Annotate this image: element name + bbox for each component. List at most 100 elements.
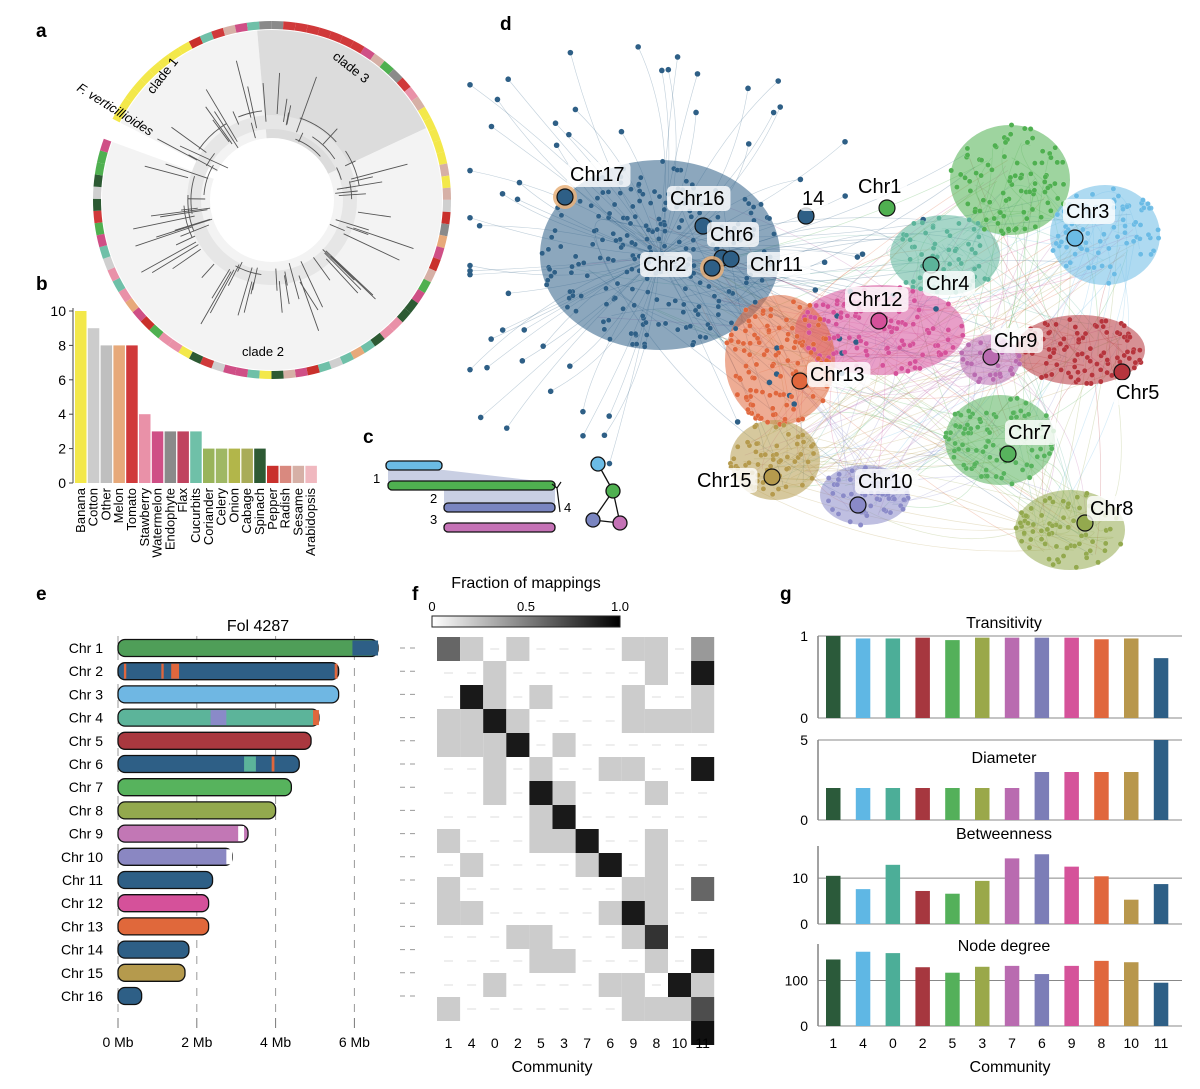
network-node <box>595 213 602 219</box>
tree-branch <box>151 244 199 273</box>
g-bar-community-8 <box>1094 639 1109 718</box>
network-node <box>566 295 572 301</box>
network-node <box>984 473 991 479</box>
network-node <box>1018 538 1025 544</box>
ring-segment <box>234 367 249 378</box>
g-bar-community-6 <box>1034 854 1050 924</box>
network-node <box>639 313 646 319</box>
ring-segment <box>294 22 308 33</box>
network-node <box>950 344 956 351</box>
b-category-label: Tomato <box>124 488 139 531</box>
tree-branch <box>338 193 366 197</box>
network-node <box>899 337 905 344</box>
node-label-chr13: Chr13 <box>810 364 864 386</box>
b-category-label: Melon <box>111 488 126 523</box>
b-ytick-label: 6 <box>58 372 66 388</box>
tree-branch <box>286 105 292 125</box>
tree-branch <box>284 271 288 286</box>
network-node <box>912 358 919 365</box>
b-bar-sesame <box>292 465 305 483</box>
network-node <box>1084 354 1091 361</box>
network-node <box>783 483 789 490</box>
hub-node <box>703 259 721 277</box>
network-node <box>910 278 917 285</box>
network-node <box>1104 357 1111 363</box>
network-node <box>1027 536 1034 543</box>
network-node <box>758 415 765 421</box>
ring-segment <box>388 68 403 84</box>
c-label-4: 4 <box>564 500 571 515</box>
network-node <box>521 327 528 333</box>
network-node <box>760 486 767 492</box>
network-node <box>964 152 971 158</box>
network-node <box>1095 559 1101 566</box>
ring-segment <box>149 61 164 76</box>
network-node <box>995 362 1001 369</box>
network-node <box>853 339 859 345</box>
network-node <box>1101 231 1107 238</box>
network-node <box>1050 499 1056 505</box>
network-node <box>891 496 898 502</box>
network-node <box>606 413 612 419</box>
network-node <box>974 424 981 430</box>
network-node <box>911 297 918 304</box>
b-bar-banana <box>75 311 87 483</box>
network-node <box>952 422 959 429</box>
b-category-label: Arabidopsis <box>303 488 318 556</box>
network-node <box>993 457 1000 463</box>
b-ytick-label: 4 <box>58 406 66 422</box>
host-bar-chart: 0 2 4 6 8 10 BananaCottonOtherMelonTomatoStawb… <box>50 303 318 558</box>
network-node <box>930 325 936 332</box>
tree-branch <box>250 282 255 295</box>
network-node <box>826 475 832 481</box>
tree-branch <box>346 226 369 235</box>
network-node <box>1067 259 1074 266</box>
network-node <box>629 203 636 210</box>
tree-branch <box>180 224 210 237</box>
network-node <box>783 466 790 472</box>
mini-network <box>585 456 628 531</box>
tree-branch <box>335 219 369 231</box>
network-node <box>977 350 984 356</box>
network-node <box>753 361 760 368</box>
g-community-label: 2 <box>919 1035 927 1051</box>
network-node <box>825 303 831 310</box>
network-node <box>1048 207 1054 214</box>
network-node <box>812 287 819 293</box>
network-node <box>1082 330 1089 337</box>
network-node <box>919 352 926 358</box>
g-community-label: 8 <box>1098 1035 1106 1051</box>
tree-arc <box>299 117 337 143</box>
network-node <box>784 454 791 460</box>
tree-branch <box>322 249 355 281</box>
heatmap-cell <box>575 829 599 853</box>
network-node <box>624 232 630 239</box>
tree-branch <box>276 72 281 114</box>
heatmap-cell <box>552 781 576 805</box>
network-node <box>573 308 579 314</box>
network-node <box>766 379 773 386</box>
b-category-label: Cucurbits <box>188 488 203 543</box>
node-label-chr5: Chr5 <box>1116 382 1159 404</box>
network-node <box>1038 512 1045 519</box>
network-node <box>770 456 777 463</box>
network-node <box>551 269 558 276</box>
heatmap-cell <box>437 901 461 925</box>
heatmap-cell <box>529 757 553 781</box>
network-node <box>540 343 546 349</box>
network-node <box>636 188 643 194</box>
network-node <box>1041 179 1048 185</box>
colorbar-tick-05: 0.5 <box>517 599 535 614</box>
e-chr-label: Chr 3 <box>69 686 103 702</box>
network-node <box>964 145 971 152</box>
network-node <box>715 311 722 318</box>
network-node <box>762 451 769 458</box>
network-node <box>993 473 999 480</box>
network-node <box>788 393 795 400</box>
network-node <box>547 388 554 395</box>
tree-branch <box>250 122 256 139</box>
network-node <box>1032 160 1038 166</box>
ring-segment <box>100 138 112 153</box>
node-label-bg <box>923 271 975 296</box>
tree-branch <box>201 263 215 279</box>
